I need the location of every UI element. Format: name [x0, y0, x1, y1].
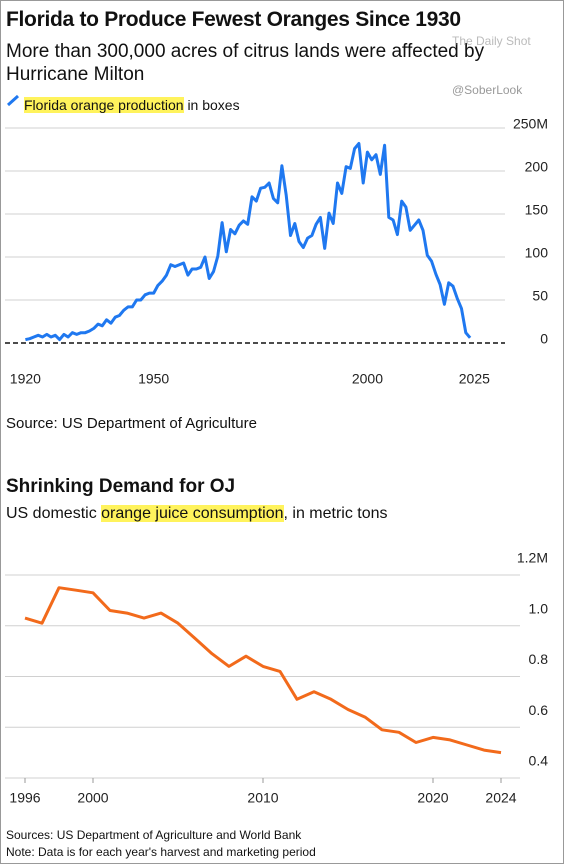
x-tick-label: 2000 [77, 790, 108, 806]
chart-title: Shrinking Demand for OJ [6, 476, 236, 497]
legend-label: Florida orange production [24, 97, 184, 113]
y-tick-label: 1.0 [529, 600, 549, 616]
x-tick-label: 2020 [417, 790, 448, 806]
data-line [25, 142, 472, 342]
y-tick-label: 250M [513, 116, 548, 132]
chart-title: Florida to Produce Fewest Oranges Since … [6, 8, 461, 31]
y-tick-label: 0.6 [529, 702, 549, 718]
subtitle-text: US domestic [6, 505, 97, 522]
x-tick-label: 2025 [459, 371, 490, 387]
y-tick-label: 0 [540, 331, 548, 347]
chart-subtitle: More than 300,000 acres of citrus lands … [6, 41, 485, 85]
x-tick-label: 1950 [138, 371, 169, 387]
chart-2: 0.4 0.6 0.8 1.0 1.2M 1996 2000 2010 2020 2024 [5, 550, 548, 806]
source: Source: US Department of Agriculture [6, 415, 257, 432]
legend-unit: in boxes [187, 97, 240, 113]
legend-swatch [6, 94, 20, 107]
note: Sources: US Department of Agriculture an… [6, 828, 302, 842]
x-tick-label: 2000 [352, 371, 383, 387]
y-tick-label: 100 [525, 245, 549, 261]
x-tick-label: 2024 [485, 790, 516, 806]
chart-1: 0 50 100 150 200 250M 1920 1950 2000 2025 [5, 116, 548, 387]
y-tick-label: 1.2M [517, 550, 548, 566]
x-tick-label: 2010 [247, 790, 278, 806]
note: Note: Data is for each year's harvest an… [6, 845, 316, 859]
chart-subtitle: US domestic orange juice consumption, in… [6, 505, 388, 523]
watermark: The Daily Shot [452, 34, 531, 48]
watermark: @SoberLook [452, 83, 523, 97]
y-tick-label: 0.8 [529, 651, 549, 667]
y-tick-label: 200 [525, 159, 549, 175]
y-tick-label: 150 [525, 202, 549, 218]
y-tick-label: 50 [532, 288, 548, 304]
x-tick-label: 1996 [9, 790, 40, 806]
y-tick-label: 0.4 [529, 753, 549, 769]
legend-label: orange juice consumption [101, 505, 284, 522]
subtitle-text: , in metric tons [283, 505, 388, 522]
legend: Florida orange production in boxes [24, 97, 240, 113]
data-line [24, 586, 502, 755]
x-tick-label: 1920 [10, 371, 41, 387]
